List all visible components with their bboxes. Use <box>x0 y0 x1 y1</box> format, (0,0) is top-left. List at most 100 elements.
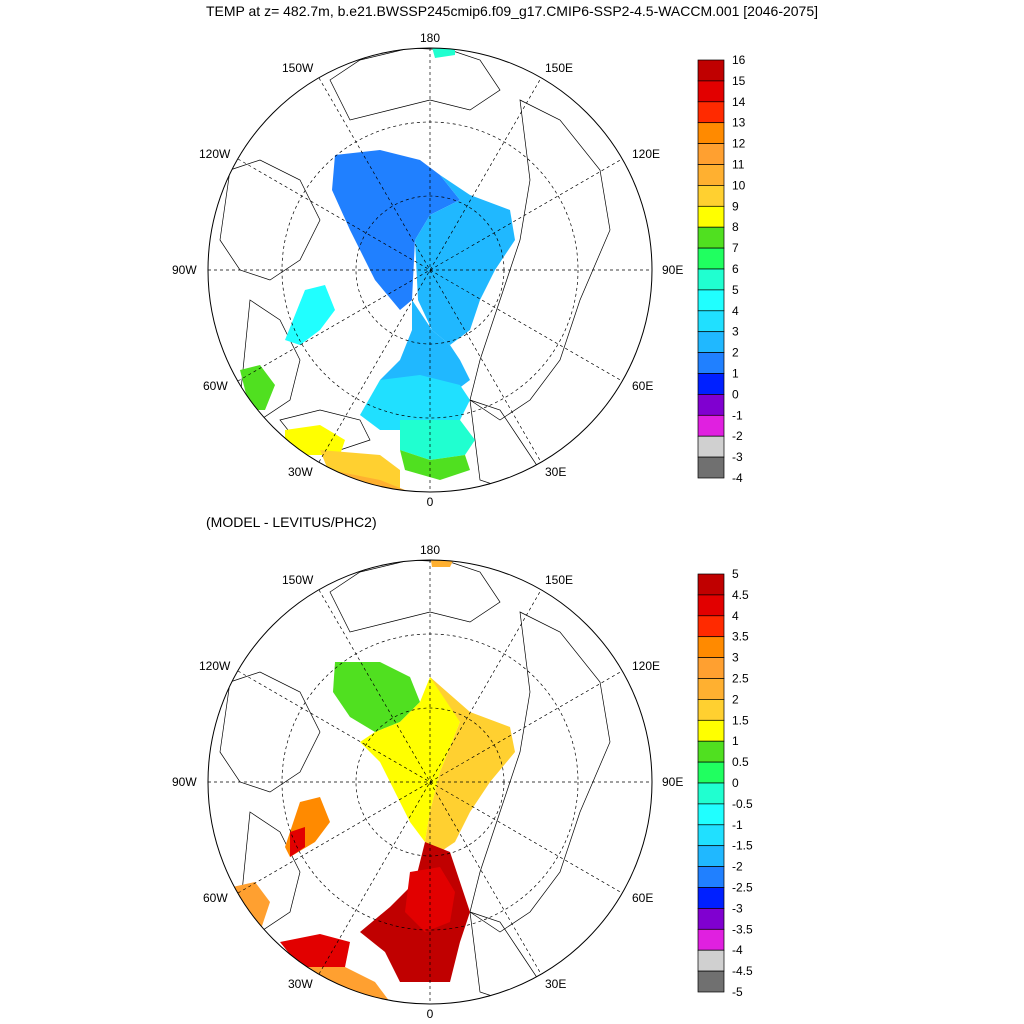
lon-label: 90W <box>172 775 197 789</box>
colorbar-label: 9 <box>732 199 739 213</box>
colorbar-box <box>697 143 725 165</box>
colorbar-label: -4.5 <box>732 964 753 978</box>
colorbar-label: -2.5 <box>732 881 753 895</box>
colorbar-label: -3 <box>732 901 743 915</box>
lon-label: 30W <box>288 465 313 479</box>
colorbar-label: 4 <box>732 609 739 623</box>
colorbar-label: 1.5 <box>732 713 749 727</box>
colorbar-label: -2 <box>732 429 743 443</box>
model-temperature-map: 180 150E 120E 90E 60E 30E 0 30W 60W 90W … <box>172 31 746 509</box>
colorbar-label: 7 <box>732 241 739 255</box>
colorbar-label: 3.5 <box>732 630 749 644</box>
colorbar-box <box>697 782 725 805</box>
colorbar-label: 12 <box>732 137 746 151</box>
lon-label: 120E <box>632 147 660 161</box>
colorbar-label: 1 <box>732 367 739 381</box>
colorbar-label: -4 <box>732 471 743 485</box>
lon-label: 0 <box>427 495 434 509</box>
colorbar-box <box>697 456 725 479</box>
colorbar-label: 16 <box>732 53 746 67</box>
colorbar-box <box>697 573 725 596</box>
colorbar-label: -2 <box>732 860 743 874</box>
colorbar-label: 11 <box>732 158 745 172</box>
colorbar-label: 3 <box>732 325 739 339</box>
difference-subtitle: (MODEL - LEVITUS/PHC2) <box>206 514 377 530</box>
colorbar-box <box>697 122 725 144</box>
colorbar-label: 5 <box>732 567 739 581</box>
colorbar-box <box>697 866 725 888</box>
lon-label: 60E <box>632 379 653 393</box>
difference-map: 180 150E 120E 90E 60E 30E 0 30W 60W 90W … <box>172 543 753 1021</box>
colorbar-box <box>697 615 725 638</box>
colorbar-box <box>697 803 725 826</box>
colorbar-label: 4 <box>732 304 739 318</box>
colorbar-box <box>697 205 725 228</box>
colorbar-box <box>697 949 725 972</box>
colorbar-box <box>697 164 725 186</box>
colorbar-label: 0 <box>732 387 739 401</box>
colorbar-box <box>697 414 725 437</box>
colorbar-label: 14 <box>732 95 746 109</box>
colorbar-label: 2.5 <box>732 672 749 686</box>
lon-label: 30E <box>545 977 566 991</box>
colorbar-box <box>697 185 725 207</box>
colorbar-box <box>697 928 725 951</box>
lon-label: 120W <box>199 659 231 673</box>
lon-label: 150W <box>282 61 314 75</box>
colorbar-label: 6 <box>732 262 739 276</box>
lon-label: 90W <box>172 263 197 277</box>
lon-label: 150E <box>545 61 573 75</box>
colorbar-box <box>697 887 725 909</box>
colorbar-box <box>697 101 725 124</box>
colorbar-box <box>697 331 725 353</box>
lon-label: 30E <box>545 465 566 479</box>
colorbar-label: 0.5 <box>732 755 749 769</box>
colorbar-box <box>697 268 725 291</box>
lon-label: 90E <box>662 775 683 789</box>
colorbar-box <box>697 719 725 742</box>
colorbar-label: -1.5 <box>732 839 753 853</box>
lon-label: 60W <box>203 379 228 393</box>
colorbar-box <box>697 824 725 847</box>
colorbar-box <box>697 594 725 617</box>
colorbar-box <box>697 657 725 679</box>
lon-label: 150E <box>545 573 573 587</box>
colorbar-label: -3 <box>732 450 743 464</box>
model-temperature-panel: 180 150E 120E 90E 60E 30E 0 30W 60W 90W … <box>172 31 746 509</box>
colorbar-box <box>697 740 725 763</box>
colorbar-label: 3 <box>732 651 739 665</box>
colorbar-label: -0.5 <box>732 797 753 811</box>
colorbar-box <box>697 636 725 658</box>
lon-label: 90E <box>662 263 683 277</box>
colorbar-box <box>697 394 725 416</box>
difference-colorbar: 5 4.5 4 3.5 3 2.5 2 1.5 1 0.5 0 -0.5 -1 -1.5 -2 -2.5 -3 -… <box>697 567 753 999</box>
lon-label: 120W <box>199 147 231 161</box>
colorbar-label: 0 <box>732 776 739 790</box>
colorbar-box <box>697 761 725 784</box>
colorbar-label: 2 <box>732 346 739 360</box>
colorbar-box <box>697 908 725 930</box>
figure-title: TEMP at z= 482.7m, b.e21.BWSSP245cmip6.f… <box>205 3 819 19</box>
colorbar-label: -1 <box>732 818 743 832</box>
colorbar-label: 10 <box>732 178 746 192</box>
colorbar-box <box>697 845 725 867</box>
colorbar-box <box>697 435 725 458</box>
colorbar-label: -5 <box>732 985 743 999</box>
difference-panel: 180 150E 120E 90E 60E 30E 0 30W 60W 90W … <box>0 512 1024 1024</box>
lon-label: 60E <box>632 891 653 905</box>
colorbar-box <box>697 247 725 270</box>
colorbar-label: -4 <box>732 943 743 957</box>
lon-label: 150W <box>282 573 314 587</box>
lon-label: 0 <box>427 1007 434 1021</box>
colorbar-label: -1 <box>732 408 743 422</box>
colorbar-box <box>697 80 725 103</box>
lon-label: 60W <box>203 891 228 905</box>
colorbar-box <box>697 59 725 82</box>
colorbar-label: 4.5 <box>732 588 749 602</box>
lon-label: 180 <box>420 31 440 45</box>
colorbar-label: 1 <box>732 734 739 748</box>
colorbar-label: 2 <box>732 692 739 706</box>
colorbar-box <box>697 970 725 993</box>
colorbar-box <box>697 289 725 312</box>
colorbar-box <box>697 226 725 249</box>
